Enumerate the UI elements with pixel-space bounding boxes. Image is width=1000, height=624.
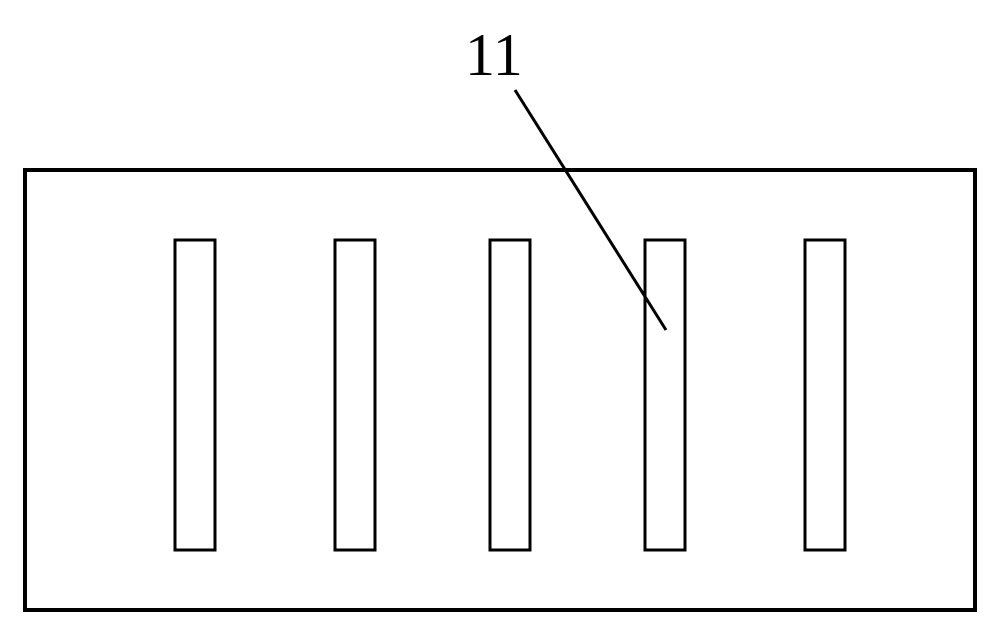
reference-label-11: 11	[465, 22, 523, 88]
outer-frame	[25, 170, 975, 610]
technical-diagram: 11	[0, 0, 1000, 624]
slot-bar	[335, 240, 375, 550]
slot-bar	[490, 240, 530, 550]
slot-bar	[645, 240, 685, 550]
slot-bar	[805, 240, 845, 550]
slot-bar	[175, 240, 215, 550]
leader-line	[515, 90, 666, 330]
